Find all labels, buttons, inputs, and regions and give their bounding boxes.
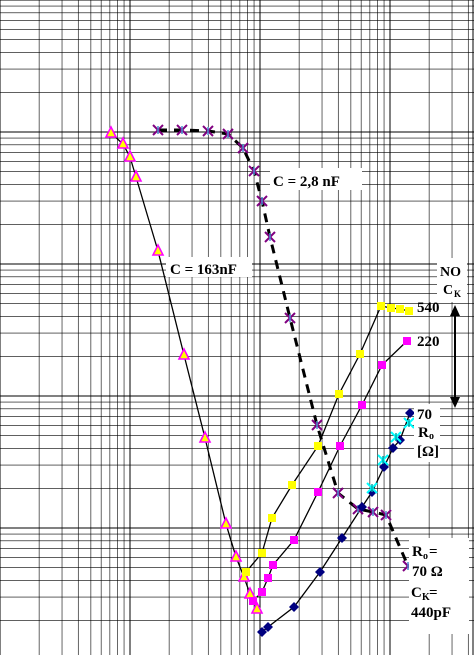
series-line-r220: [252, 340, 408, 602]
label-bottom-ck-eq: =: [429, 585, 438, 601]
data-point-r70: [315, 567, 325, 577]
data-point-c163: [198, 430, 212, 443]
data-point-c28: [284, 312, 296, 324]
data-point-c163: [219, 516, 233, 529]
data-point-c28: [380, 509, 392, 521]
markers: [104, 124, 415, 637]
data-point-c28: [367, 506, 379, 518]
data-point-r220: [314, 488, 322, 496]
data-point-c28: [332, 487, 344, 499]
data-point-r540: [405, 307, 413, 315]
data-point-c28: [311, 419, 323, 431]
data-point-r70: [337, 533, 347, 543]
label-bottom-ck-sub: K: [422, 592, 430, 603]
data-point-r220: [336, 442, 344, 450]
data-point-c163: [104, 125, 118, 138]
data-point-r220: [378, 361, 386, 369]
data-point-r540: [387, 304, 395, 312]
data-point-c28: [222, 128, 234, 140]
label-ck-sub: K: [454, 289, 461, 299]
data-point-r540: [335, 390, 343, 398]
label-ro-sub: o: [429, 431, 434, 442]
label-ohm-unit: [Ω]: [417, 444, 439, 460]
data-point-r540: [356, 350, 364, 358]
label-no: NO: [440, 265, 461, 280]
data-point-r540: [288, 481, 296, 489]
double-arrow-icon: [450, 305, 460, 408]
data-point-r540: [396, 305, 404, 313]
data-point-r540: [268, 514, 276, 522]
data-point-r70: [388, 443, 398, 453]
annotations: C = 2,8 nF C = 163nF NO C K 540 220 70 R…: [166, 168, 469, 634]
label-bottom-ro: R: [412, 544, 423, 560]
data-point-c163: [250, 601, 264, 614]
label-c-2-8nf: C = 2,8 nF: [273, 174, 340, 190]
data-point-r220: [290, 536, 298, 544]
data-point-r540: [377, 302, 385, 310]
data-point-c163: [123, 149, 137, 162]
data-point-c28: [256, 195, 268, 207]
data-point-r220: [269, 561, 277, 569]
series-line-r540: [245, 305, 410, 573]
data-point-r70: [405, 408, 415, 418]
data-point-c28: [237, 142, 249, 154]
label-bottom-ck: C: [411, 585, 422, 601]
data-point-r70: [257, 627, 267, 637]
label-70: 70: [417, 407, 432, 423]
label-c-163nf: C = 163nF: [170, 262, 237, 278]
data-point-r540: [242, 568, 250, 576]
label-220: 220: [417, 334, 440, 350]
label-ck: C: [443, 283, 453, 298]
data-point-c163: [116, 136, 130, 149]
data-point-c28: [248, 165, 260, 177]
data-point-r70b: [390, 431, 402, 443]
data-point-r540: [314, 442, 322, 450]
data-point-r70: [289, 602, 299, 612]
data-point-r220: [264, 574, 272, 582]
label-bottom-70ohm: 70 Ω: [412, 564, 443, 580]
label-ro: R: [418, 425, 429, 441]
data-point-c28: [202, 125, 214, 137]
data-point-c163: [129, 169, 143, 182]
label-bottom-ro-eq: =: [429, 544, 438, 560]
label-bottom-ro-sub: o: [423, 551, 428, 562]
data-point-r220: [249, 597, 257, 605]
label-bottom-440pf: 440pF: [411, 605, 451, 621]
data-point-r540: [258, 549, 266, 557]
label-540: 540: [417, 300, 440, 316]
data-point-r70: [357, 502, 367, 512]
data-point-r70b: [366, 482, 378, 494]
data-point-r220: [358, 401, 366, 409]
data-point-r220: [258, 588, 266, 596]
series-line-c163: [110, 132, 258, 610]
data-point-c28: [176, 124, 188, 136]
data-point-r220: [403, 337, 411, 345]
data-point-c28: [152, 124, 164, 136]
data-point-r70b: [403, 417, 415, 429]
data-point-r70b: [377, 454, 389, 466]
data-point-r70: [263, 622, 273, 632]
data-point-c28: [264, 231, 276, 243]
data-point-c163: [151, 243, 165, 256]
data-point-c163: [229, 549, 243, 562]
data-point-c163: [177, 347, 191, 360]
data-point-c163: [243, 586, 257, 599]
